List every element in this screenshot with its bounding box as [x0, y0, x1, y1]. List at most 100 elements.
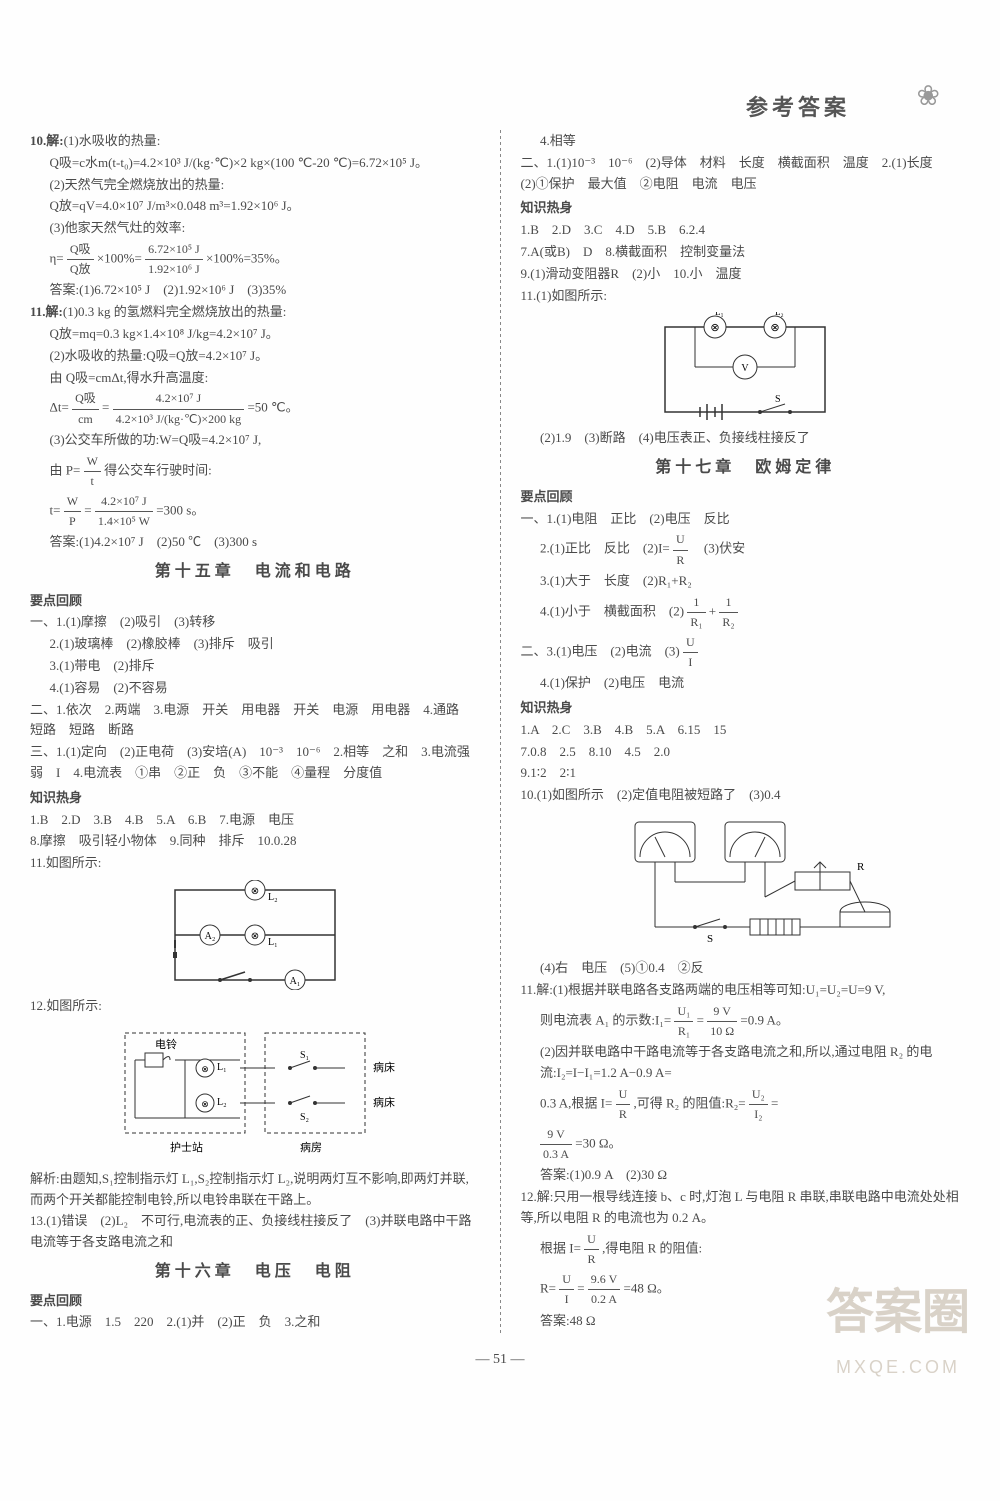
- den: R₁: [687, 613, 705, 632]
- den: R₂: [719, 613, 737, 632]
- line: 二、3.(1)电压 (2)电流 (3) UI: [521, 633, 971, 672]
- line: 一、1.(1)电阻 正比 (2)电压 反比: [521, 509, 971, 530]
- line: (4)右 电压 (5)①0.4 ②反: [521, 958, 971, 979]
- line: 9.1∶2 2∶1: [521, 763, 971, 784]
- warmup-title: 知识热身: [521, 198, 971, 219]
- line: 二、1.(1)10⁻³ 10⁻⁶ (2)导体 材料 长度 横截面积 温度 2.(…: [521, 153, 971, 195]
- num: Q吸: [67, 240, 94, 260]
- num: 1: [719, 593, 737, 613]
- decorative-icon: ❀: [917, 75, 940, 120]
- num: U: [673, 530, 688, 550]
- svg-text:R: R: [857, 861, 865, 873]
- fraction: Q吸cm: [72, 389, 99, 428]
- left-column: 10.解:(1)水吸收的热量: Q吸=c水m(t-t₀)=4.2×10³ J/(…: [30, 130, 480, 1334]
- svg-text:L₁: L₁: [217, 1062, 227, 1073]
- den: cm: [72, 410, 99, 429]
- svg-text:A₂: A₂: [204, 931, 215, 942]
- svg-text:A₁: A₁: [289, 976, 300, 987]
- den: Q放: [67, 260, 94, 279]
- text: +: [709, 603, 716, 618]
- fraction: 1R₂: [719, 593, 737, 632]
- circuit-figure-17-10: R S: [521, 812, 971, 952]
- den: R₁: [674, 1022, 693, 1041]
- right-column: 4.相等 二、1.(1)10⁻³ 10⁻⁶ (2)导体 材料 长度 横截面积 温…: [521, 130, 971, 1334]
- svg-text:⊗: ⊗: [201, 1064, 209, 1074]
- text: 二、3.(1)电压 (2)电流 (3): [521, 644, 680, 659]
- svg-text:⊗: ⊗: [711, 322, 720, 334]
- line: 11.(1)如图所示:: [521, 286, 971, 307]
- num: U: [584, 1230, 599, 1250]
- num: U₂: [749, 1085, 768, 1105]
- den: R: [616, 1105, 631, 1124]
- chapter-16-title: 第十六章 电压 电阻: [30, 1259, 480, 1285]
- num: 1: [687, 593, 705, 613]
- fraction: U₁R₁: [674, 1002, 693, 1041]
- den: I: [559, 1290, 574, 1309]
- text: =: [577, 1281, 584, 1296]
- ch15-line: 三、1.(1)定向 (2)正电荷 (3)安培(A) 10⁻³ 10⁻⁶ 2.相等…: [30, 742, 480, 784]
- text: 由 P=: [50, 462, 81, 477]
- text: =50 ℃。: [247, 400, 298, 415]
- ch15-line: 2.(1)玻璃棒 (2)橡胶棒 (3)排斥 吸引: [30, 634, 480, 655]
- text: Δt=: [50, 400, 69, 415]
- q11-eq4: Δt= Q吸cm = 4.2×10⁷ J4.2×10³ J/(kg·℃)×200…: [30, 389, 480, 428]
- ch15-warmup: 知识热身: [30, 788, 480, 809]
- q11-a: (1)0.3 kg 的氢燃料完全燃烧放出的热量:: [63, 304, 287, 319]
- circuit-figure-11: ⊗ L₂ A₂ ⊗ L₁ A₁: [30, 880, 480, 990]
- text: =: [102, 400, 109, 415]
- num: Q吸: [72, 389, 99, 409]
- q11-c: (3)公交车所做的功:W=Q吸=4.2×10⁷ J,: [30, 430, 480, 451]
- svg-text:⊗: ⊗: [251, 931, 259, 942]
- num: 9 V: [707, 1002, 737, 1022]
- num: 9.6 V: [588, 1270, 620, 1290]
- svg-text:L₁: L₁: [268, 937, 278, 948]
- den: I: [683, 653, 698, 672]
- svg-text:S: S: [707, 933, 713, 945]
- num: 4.2×10⁷ J: [95, 492, 153, 512]
- line: 4.(1)保护 (2)电压 电流: [521, 673, 971, 694]
- fraction: Wt: [84, 452, 101, 491]
- text: =30 Ω。: [575, 1136, 621, 1151]
- ch15-recall: 要点回顾: [30, 591, 480, 612]
- text: =300 s。: [156, 503, 204, 518]
- line: 3.(1)大于 长度 (2)R₁+R₂: [521, 571, 971, 592]
- fraction: 6.72×10⁵ J1.92×10⁶ J: [145, 240, 203, 279]
- ch15-line: 二、1.依次 2.两端 3.电源 开关 用电器 开关 电源 用电器 4.通路 短…: [30, 700, 480, 742]
- fraction: WP: [64, 492, 81, 531]
- q11-eq5: 由 P= Wt 得公交车行驶时间:: [30, 452, 480, 491]
- line: 1.B 2.D 3.C 4.D 5.B 6.2.4: [521, 220, 971, 241]
- ch15-line: 12.如图所示:: [30, 996, 480, 1017]
- text: =: [84, 503, 91, 518]
- svg-text:病床2: 病床2: [373, 1095, 395, 1109]
- den: R: [673, 551, 688, 570]
- ch15-line: 1.B 2.D 3.B 4.B 5.A 6.B 7.电源 电压: [30, 810, 480, 831]
- num: U: [616, 1085, 631, 1105]
- ch15-line: 3.(1)带电 (2)排斥: [30, 656, 480, 677]
- line: (2)因并联电路中干路电流等于各支路电流之和,所以,通过电阻 R₂ 的电流:I₂…: [521, 1042, 971, 1084]
- den: t: [84, 472, 101, 491]
- text: =48 Ω。: [623, 1281, 669, 1296]
- text: ,得电阻 R 的阻值:: [602, 1240, 702, 1255]
- ch15-line: 解析:由题知,S₁控制指示灯 L₁,S₂控制指示灯 L₂,说明两灯互不影响,即两…: [30, 1169, 480, 1211]
- text: ,可得 R₂ 的阻值:R₂=: [634, 1095, 746, 1110]
- num: W: [64, 492, 81, 512]
- den: 0.2 A: [588, 1290, 620, 1309]
- q10-label: 10.解:: [30, 133, 64, 148]
- q11-eq1: Q放=mq=0.3 kg×1.4×10⁸ J/kg=4.2×10⁷ J。: [30, 324, 480, 345]
- text: =: [697, 1012, 704, 1027]
- den: R: [584, 1250, 599, 1269]
- svg-text:V: V: [742, 363, 750, 374]
- circuit-figure-12: 电铃 ⊗ L₁ ⊗ L₂ S₁ S₂: [30, 1023, 480, 1163]
- line: 4.(1)小于 横截面积 (2) 1R₁ + 1R₂: [521, 593, 971, 632]
- q10-c: (3)他家天然气灶的效率:: [30, 218, 480, 239]
- page: 参考答案 ❀ 10.解:(1)水吸收的热量: Q吸=c水m(t-t₀)=4.2×…: [0, 0, 1000, 1402]
- q10-eq2: Q放=qV=4.0×10⁷ J/m³×0.048 m³=1.92×10⁶ J。: [30, 196, 480, 217]
- q10-a: (1)水吸收的热量:: [64, 133, 161, 148]
- q11-eq2: (2)水吸收的热量:Q吸=Q放=4.2×10⁷ J。: [30, 346, 480, 367]
- q11-eq6: t= WP = 4.2×10⁷ J1.4×10⁵ W =300 s。: [30, 492, 480, 531]
- text: =0.9 A。: [740, 1012, 789, 1027]
- q10-eq3: η= Q吸Q放 ×100%= 6.72×10⁵ J1.92×10⁶ J ×100…: [30, 240, 480, 279]
- bell-label: 电铃: [155, 1037, 177, 1051]
- circuit-figure-16-11: ⊗ L₁ ⊗ L₂ V S: [521, 312, 971, 422]
- den: I₂: [749, 1105, 768, 1124]
